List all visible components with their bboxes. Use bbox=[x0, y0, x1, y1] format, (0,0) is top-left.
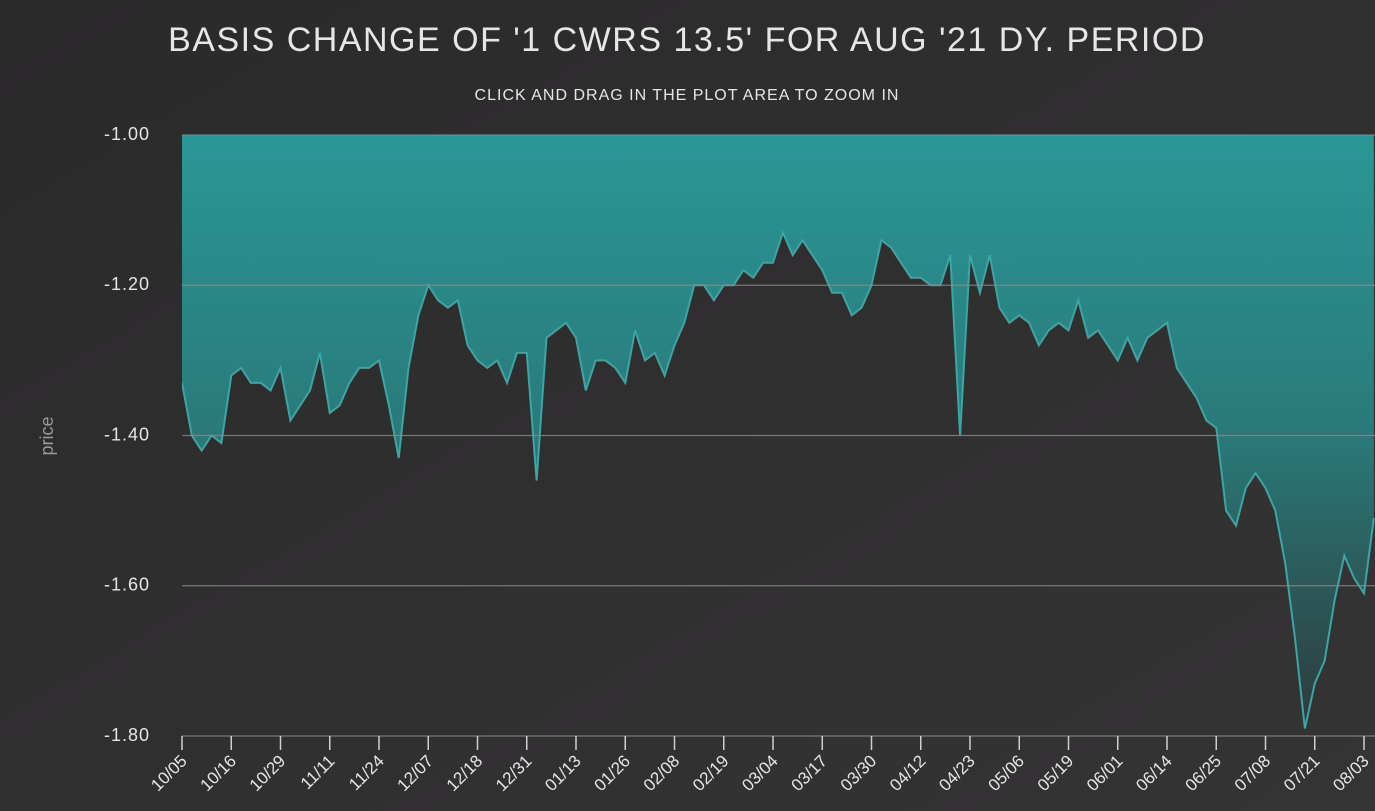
chart-title: BASIS CHANGE OF '1 CWRS 13.5' FOR AUG '2… bbox=[168, 21, 1206, 59]
area bbox=[182, 135, 1374, 729]
y-tick-label: -1.40 bbox=[104, 424, 150, 444]
y-axis-label: price bbox=[37, 416, 57, 455]
y-tick-label: -1.60 bbox=[104, 575, 150, 595]
y-tick-label: -1.80 bbox=[104, 725, 150, 745]
line bbox=[182, 229, 1375, 729]
y-tick-label: -1.00 bbox=[104, 124, 150, 144]
chart-subtitle: CLICK AND DRAG IN THE PLOT AREA TO ZOOM … bbox=[475, 87, 900, 104]
y-tick-label: -1.20 bbox=[104, 274, 150, 294]
